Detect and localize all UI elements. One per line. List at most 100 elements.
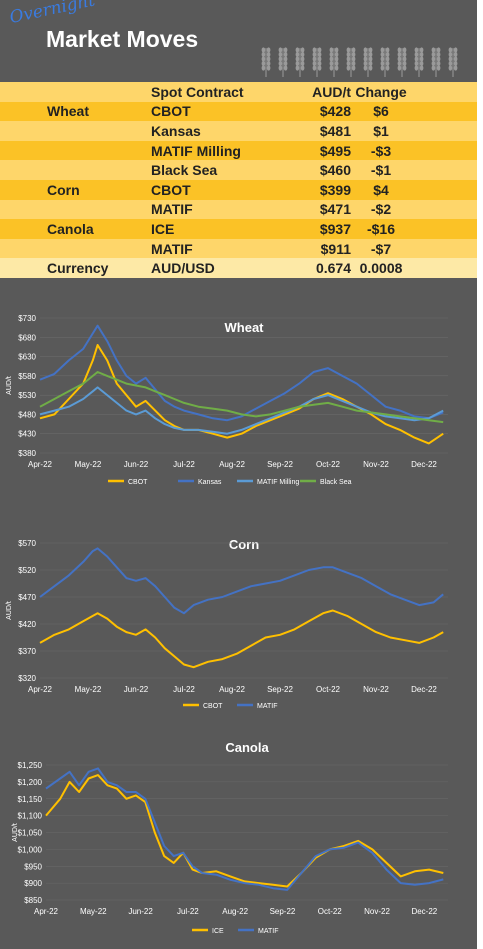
wheat-grain xyxy=(419,51,424,58)
y-tick-label: $1,000 xyxy=(18,845,43,854)
change-value: -$1 xyxy=(351,160,411,180)
series-line-matif xyxy=(45,767,444,891)
commodity-name xyxy=(47,238,151,259)
wheat-grain xyxy=(334,65,339,71)
contract-name: MATIF Milling xyxy=(151,140,298,161)
y-tick-label: $680 xyxy=(18,333,36,342)
series-line-black-sea xyxy=(39,371,444,424)
corn-chart: Corn $320 $370 $420 $470 $520 $570 AUD/t Apr-22 M… xyxy=(6,537,448,710)
x-tick-label: Nov-22 xyxy=(363,460,389,469)
price-value: $481 xyxy=(298,121,351,141)
chart-title: Canola xyxy=(225,740,269,755)
wheat-grain xyxy=(448,47,453,53)
wheat-grain xyxy=(368,60,373,67)
series-line-cbot xyxy=(39,609,444,669)
wheat-grain xyxy=(436,51,441,58)
wheat-grain xyxy=(351,65,356,71)
series-line-matif xyxy=(39,547,444,615)
wheat-grain xyxy=(385,60,390,67)
wheat-grain xyxy=(414,65,419,71)
y-tick-label: $430 xyxy=(18,430,36,439)
commodity-name: Wheat xyxy=(47,101,151,122)
wheat-grain xyxy=(346,47,351,53)
x-tick-label: Jun-22 xyxy=(128,907,153,916)
x-tick-label: Dec-22 xyxy=(411,460,437,469)
change-value: -$7 xyxy=(351,238,411,259)
table-row: Kansas $481 $1 xyxy=(0,121,477,141)
wheat-grain xyxy=(317,51,322,58)
change-value: $6 xyxy=(351,101,411,122)
wheat-grain xyxy=(283,60,288,67)
wheat-grain xyxy=(397,65,402,71)
legend-label: MATIF xyxy=(258,928,278,935)
header: Overnight Market Moves xyxy=(0,0,483,82)
legend-label: Black Sea xyxy=(320,479,352,486)
wheat-grain xyxy=(261,47,266,53)
wheat-grain xyxy=(312,47,317,53)
price-value: $460 xyxy=(298,160,351,180)
y-tick-label: $1,150 xyxy=(18,795,43,804)
y-tick-label: $1,200 xyxy=(18,778,43,787)
contract-name: CBOT xyxy=(151,179,298,200)
chart-title: Wheat xyxy=(225,320,265,335)
wheat-grain xyxy=(283,47,288,53)
wheat-grain xyxy=(414,47,419,53)
wheat-grain xyxy=(312,60,317,67)
right-edge-strip xyxy=(477,0,483,949)
y-tick-label: $1,050 xyxy=(18,829,43,838)
series-line-cbot xyxy=(39,344,444,445)
wheat-grain xyxy=(448,51,453,58)
wheat-grain xyxy=(295,65,300,71)
y-tick-label: $1,250 xyxy=(18,761,43,770)
spot-price-table: Spot Contract AUD/t Change Wheat CBOT $4… xyxy=(0,82,477,278)
commodity-name xyxy=(47,140,151,161)
wheat-grain xyxy=(363,56,368,62)
wheat-grain xyxy=(414,60,419,67)
wheat-grain xyxy=(329,56,334,62)
x-tick-label: Sep-22 xyxy=(267,685,293,694)
wheat-grain xyxy=(334,47,339,53)
header-spot-contract: Spot Contract xyxy=(151,82,298,102)
wheat-grain xyxy=(419,60,424,67)
wheat-grain xyxy=(283,65,288,71)
commodity-name: Corn xyxy=(47,179,151,200)
price-value: $937 xyxy=(298,219,351,239)
x-tick-label: Oct-22 xyxy=(316,460,341,469)
x-tick-label: Dec-22 xyxy=(411,907,437,916)
commodity-name: Currency xyxy=(47,258,151,278)
wheat-grain xyxy=(334,51,339,58)
table-row: MATIF Milling $495 -$3 xyxy=(0,140,477,161)
wheat-grain xyxy=(261,51,266,58)
wheat-grain xyxy=(317,47,322,53)
x-tick-label: Aug-22 xyxy=(219,460,245,469)
wheat-grain xyxy=(380,47,385,53)
wheat-grain xyxy=(295,47,300,53)
legend-label: CBOT xyxy=(128,479,148,486)
price-value: $471 xyxy=(298,199,351,220)
y-tick-label: $950 xyxy=(24,862,42,871)
legend-label: CBOT xyxy=(203,703,223,710)
legend-label: ICE xyxy=(212,928,224,935)
wheat-grain xyxy=(368,51,373,58)
wheat-grain xyxy=(266,51,271,58)
x-tick-label: Oct-22 xyxy=(318,907,343,916)
x-tick-label: Jul-22 xyxy=(173,460,195,469)
wheat-grain xyxy=(266,47,271,53)
y-axis-label: AUD/t xyxy=(6,376,13,395)
wheat-grain xyxy=(278,47,283,53)
change-value: -$2 xyxy=(351,199,411,220)
wheat-grain xyxy=(317,60,322,67)
y-tick-label: $380 xyxy=(18,449,36,458)
contract-name: MATIF xyxy=(151,238,298,259)
change-value: 0.0008 xyxy=(351,258,411,278)
wheat-grain xyxy=(346,51,351,58)
contract-name: Kansas xyxy=(151,121,298,141)
table-header-row: Spot Contract AUD/t Change xyxy=(0,82,477,102)
table-row: Corn CBOT $399 $4 xyxy=(0,179,477,200)
wheat-grain xyxy=(380,56,385,62)
x-tick-label: Jun-22 xyxy=(124,685,149,694)
x-tick-label: Jul-22 xyxy=(177,907,199,916)
x-tick-label: Apr-22 xyxy=(28,460,53,469)
table-row: Wheat CBOT $428 $6 xyxy=(0,101,477,122)
wheat-grain xyxy=(329,65,334,71)
